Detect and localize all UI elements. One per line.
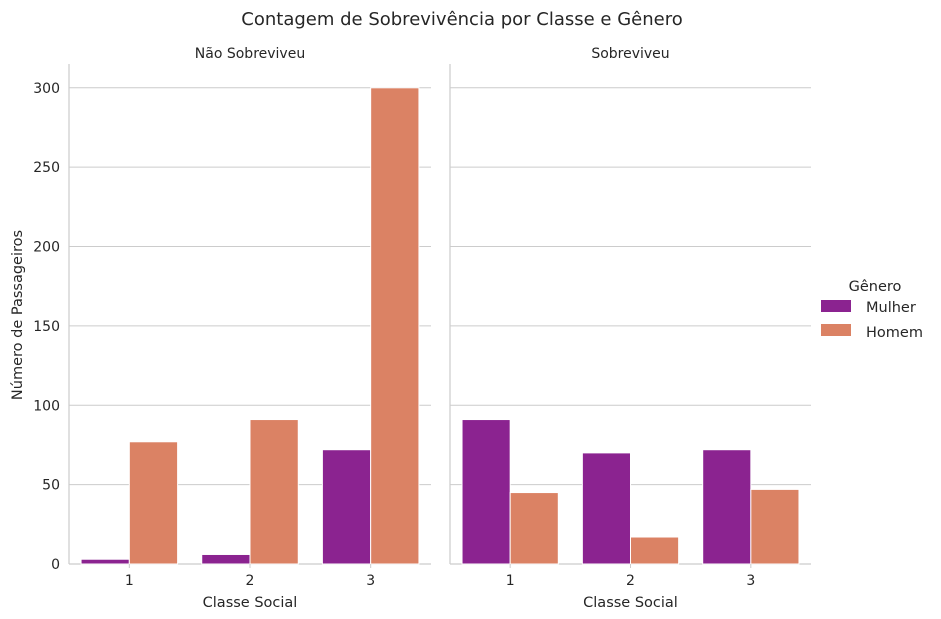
x-tick-label: 1: [125, 573, 134, 589]
x-tick-label: 3: [746, 573, 755, 589]
y-tick-label: 0: [51, 557, 60, 573]
x-axis-label: Classe Social: [583, 595, 678, 611]
legend-title: Gênero: [849, 279, 902, 295]
x-axis-label: Classe Social: [203, 595, 298, 611]
bar-homem-classe-1: [509, 492, 559, 565]
bar-homem-classe-2: [630, 536, 680, 565]
y-tick-label: 250: [33, 160, 60, 176]
facet-panel-1: 0 50 100 150 200 250 300 Não Sobreviveu 1 2 3 Class…: [33, 46, 431, 611]
y-tick-label: 300: [33, 81, 60, 97]
legend-label-mulher: Mulher: [866, 300, 916, 316]
facets: 0 50 100 150 200 250 300 Não Sobreviveu 1 2 3 Class…: [33, 46, 811, 611]
bar-homem-classe-3: [370, 87, 420, 565]
y-axis-label: Número de Passageiros: [10, 230, 26, 400]
bar-homem-classe-2: [249, 419, 299, 565]
bar-mulher-classe-3: [702, 449, 752, 565]
y-tick-label: 100: [33, 398, 60, 414]
legend-swatch-mulher: [821, 300, 851, 312]
legend: Gênero Mulher Homem: [821, 279, 923, 341]
y-tick-label: 200: [33, 240, 60, 256]
x-tick-label: 3: [366, 573, 375, 589]
bar-mulher-classe-2: [581, 452, 631, 565]
x-tick-label: 2: [626, 573, 635, 589]
x-tick-label: 1: [506, 573, 515, 589]
bar-mulher-classe-1: [80, 558, 130, 565]
bar-homem-classe-3: [750, 488, 800, 565]
chart-title: Contagem de Sobrevivência por Classe e G…: [241, 9, 682, 30]
legend-label-homem: Homem: [866, 325, 923, 341]
bar-mulher-classe-3: [321, 449, 372, 565]
facet-title: Sobreviveu: [591, 46, 669, 62]
y-tick-label: 50: [42, 478, 60, 494]
bar-mulher-classe-1: [461, 419, 511, 565]
legend-swatch-homem: [821, 324, 851, 336]
bar-mulher-classe-2: [201, 553, 251, 565]
y-tick-label: 150: [33, 319, 60, 335]
bar-homem-classe-1: [128, 441, 179, 565]
facet-panel-2: Sobreviveu 1 2 3 Classe Social: [449, 46, 811, 611]
x-tick-label: 2: [246, 573, 255, 589]
facet-title: Não Sobreviveu: [195, 46, 305, 62]
